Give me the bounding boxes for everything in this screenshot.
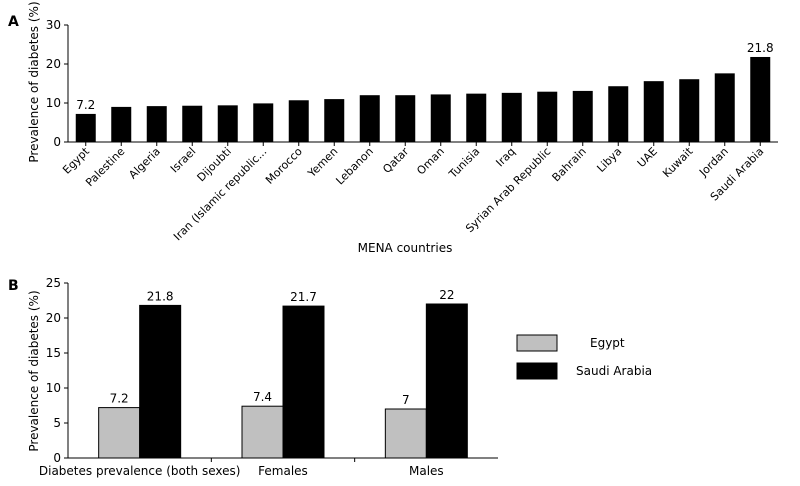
panel-b-data-label: 7.4: [253, 390, 272, 404]
panel-a-y-tick-label: 30: [46, 18, 61, 32]
panel-b-chart: B Prevalence of diabetes (%) 0510152025 …: [8, 276, 652, 478]
panel-a-bar: [714, 73, 735, 142]
panel-a-category-label: Bahrain: [550, 145, 589, 184]
panel-b-category-labels: Diabetes prevalence (both sexes) Females M…: [39, 464, 444, 478]
legend-label: Egypt: [590, 336, 625, 350]
panel-a-bar: [750, 56, 771, 143]
panel-b-bar-egypt: [98, 407, 141, 459]
panel-b-category-label: Diabetes prevalence (both sexes): [39, 464, 241, 478]
panel-a-bars: 7.2 21.8: [75, 41, 774, 143]
panel-b-data-label: 7.2: [110, 392, 129, 406]
panel-a-bar: [253, 103, 274, 142]
panel-a-bar: [75, 113, 96, 142]
panel-a-bar: [466, 93, 487, 142]
panel-a-x-axis-title: MENA countries: [358, 241, 453, 255]
panel-a-y-tick-label: 0: [53, 135, 61, 149]
panel-b-data-label: 22: [439, 288, 454, 302]
panel-b-y-axis-title: Prevalence of diabetes (%): [27, 290, 41, 451]
panel-a-category-label: Oman: [414, 145, 447, 178]
panel-a-bar: [537, 91, 558, 142]
panel-a-bar: [146, 106, 167, 142]
panel-a-data-label: 21.8: [747, 41, 774, 55]
panel-a-category-label: Tunisia: [446, 145, 482, 181]
panel-a-category-label: Algeria: [126, 145, 163, 182]
panel-a-bar: [643, 81, 664, 142]
panel-b-bar-saudi-arabia: [139, 304, 182, 459]
panel-a-category-label: Egypt: [60, 144, 92, 176]
panel-a-bar: [395, 95, 416, 142]
panel-b-bar-saudi-arabia: [282, 305, 325, 459]
panel-b-y-tick-label: 5: [53, 416, 61, 430]
panel-a-bar: [288, 100, 309, 142]
panel-b-y-tick-label: 25: [46, 276, 61, 290]
panel-a-bar: [182, 105, 203, 142]
legend-swatch-saudi-arabia: [516, 362, 558, 380]
panel-a-chart: A Prevalence of diabetes (%) MENA countr…: [8, 1, 778, 255]
panel-b-category-label: Males: [409, 464, 444, 478]
panel-a-category-label: Israel: [168, 145, 198, 175]
panel-a-category-label: Libya: [594, 145, 624, 175]
panel-b-legend: Egypt Saudi Arabia: [516, 334, 652, 380]
panel-a-y-axis-title: Prevalence of diabetes (%): [27, 1, 41, 162]
panel-b-y-tick-label: 0: [53, 451, 61, 465]
panel-a-category-label: Iraq: [493, 145, 517, 169]
panel-b-bars: 7.2 21.8 7.4 21.7 7 22: [98, 288, 468, 459]
panel-b-data-label: 21.7: [290, 290, 317, 304]
panel-a-bar: [111, 106, 132, 142]
panel-a-category-label: Qatar: [380, 145, 411, 176]
panel-a-bar: [430, 94, 451, 142]
panel-b-bar-egypt: [241, 405, 284, 459]
panel-b-y-tick-label: 15: [46, 346, 61, 360]
panel-a-bar: [217, 105, 238, 142]
panel-b-y-tick-label: 10: [46, 381, 61, 395]
panel-a-y-tick-label: 10: [46, 96, 61, 110]
panel-b-label: B: [8, 278, 19, 294]
panel-b-data-label: 7: [402, 393, 410, 407]
panel-a-bar: [608, 86, 629, 142]
panel-a-bar: [359, 95, 380, 142]
panel-a-label: A: [8, 14, 19, 30]
legend-label: Saudi Arabia: [576, 364, 652, 378]
panel-b-bar-saudi-arabia: [425, 303, 468, 459]
panel-b-category-label: Females: [258, 464, 308, 478]
panel-a-category-label: Jordan: [696, 145, 731, 180]
panel-a-bar: [501, 92, 522, 142]
panel-a-bar: [572, 90, 593, 142]
panel-a-category-label: UAE: [635, 145, 660, 170]
panel-a-bar: [679, 79, 700, 142]
panel-a-y-tick-label: 20: [46, 57, 61, 71]
panel-a-category-label: Kuwait: [660, 144, 696, 180]
panel-a-category-label: Lebanon: [333, 145, 376, 188]
panel-a-data-label: 7.2: [76, 98, 95, 112]
panel-a-bar: [324, 99, 345, 142]
panel-b-y-tick-label: 20: [46, 311, 61, 325]
panel-a-category-label: Palestine: [83, 145, 127, 189]
panel-a-category-label: Morocco: [263, 145, 305, 187]
panel-b-bar-egypt: [384, 408, 427, 459]
legend-swatch-egypt: [516, 334, 558, 352]
panel-b-data-label: 21.8: [147, 289, 174, 303]
